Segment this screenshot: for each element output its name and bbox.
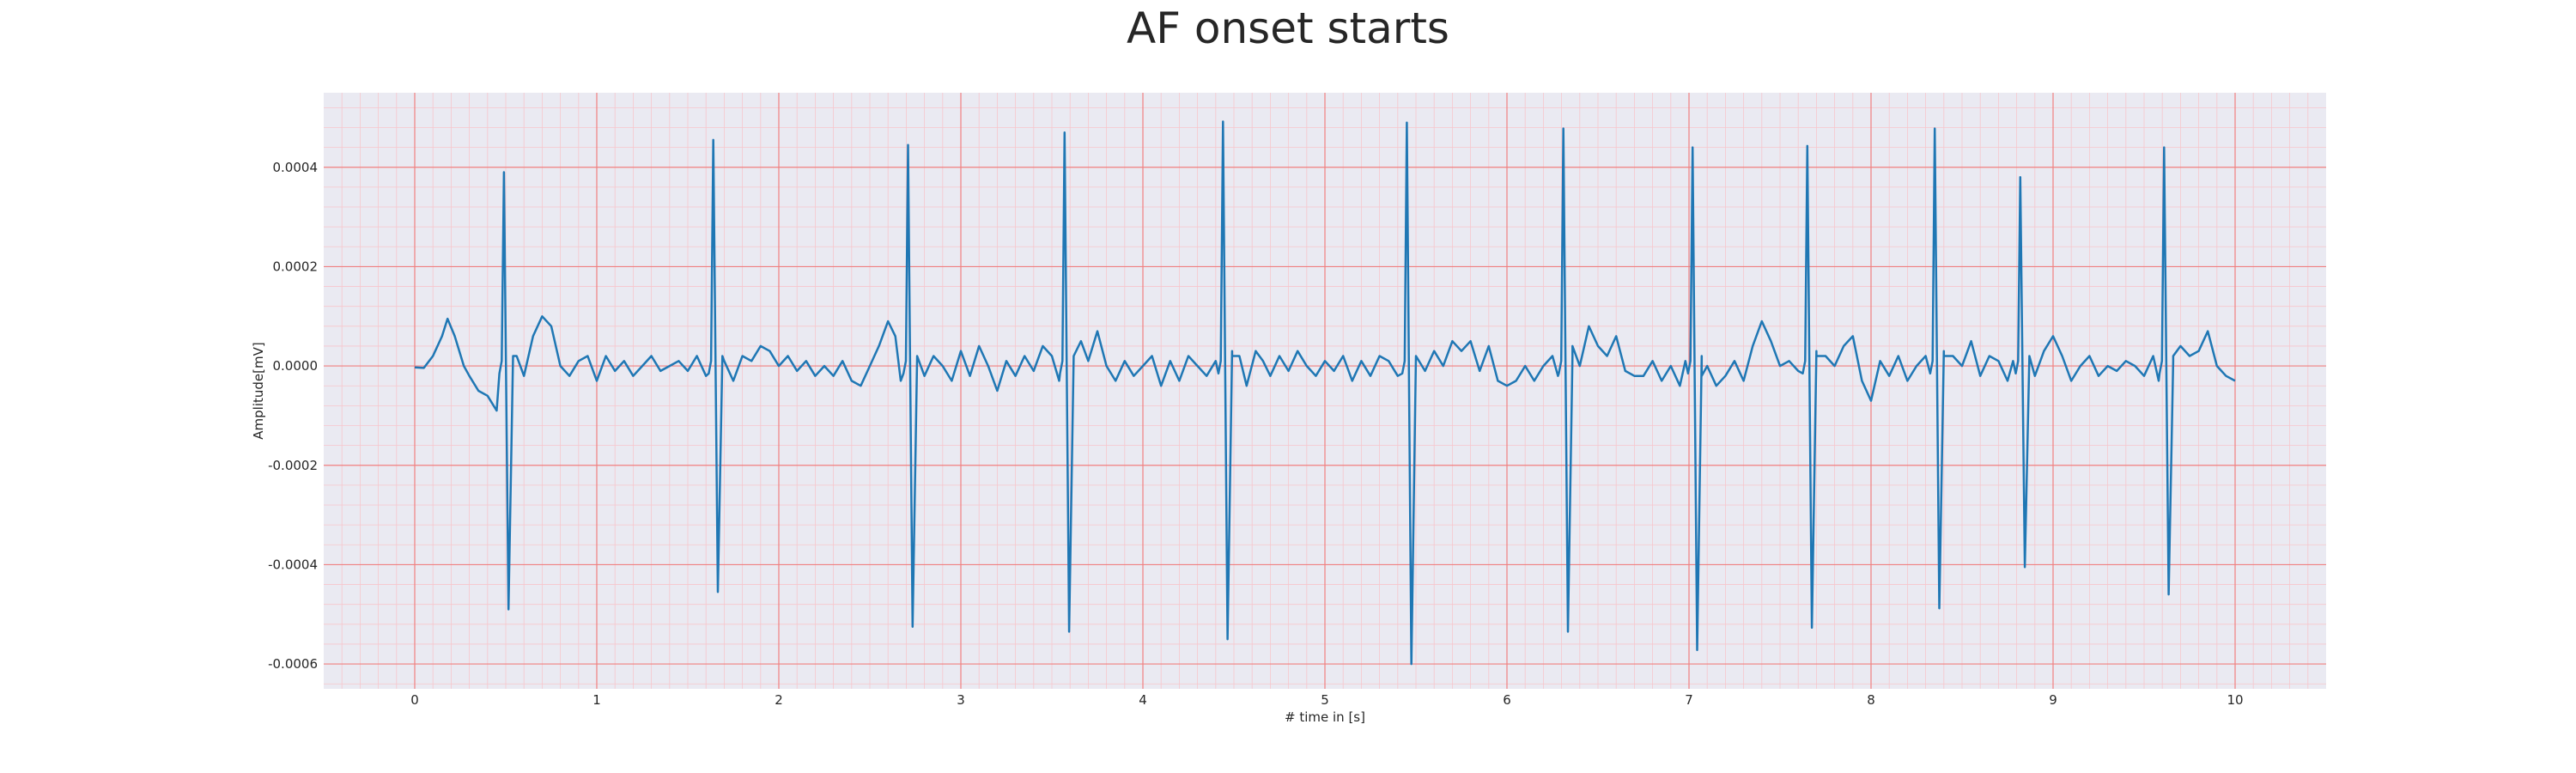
x-tick-label: 9 (2049, 692, 2057, 708)
x-axis-label: # time in [s] (1285, 709, 1365, 725)
x-tick-label: 7 (1685, 692, 1693, 708)
chart-title: AF onset starts (1127, 3, 1449, 53)
x-tick-label: 8 (1867, 692, 1875, 708)
x-tick-label: 2 (775, 692, 783, 708)
y-tick-label: -0.0002 (268, 458, 318, 473)
y-axis-label: Amplitude[mV] (251, 342, 266, 439)
y-tick-label: 0.0002 (273, 259, 319, 274)
x-tick-labels: 0 1 2 3 4 5 6 7 8 9 10 (410, 692, 2243, 708)
x-tick-label: 5 (1321, 692, 1329, 708)
y-tick-label: 0.0004 (273, 160, 319, 175)
y-tick-labels: 0.0004 0.0002 0.0000 -0.0002 -0.0004 -0.0006 (268, 160, 318, 672)
x-tick-label: 6 (1503, 692, 1511, 708)
x-tick-label: 3 (957, 692, 965, 708)
y-tick-label: -0.0006 (268, 656, 318, 672)
y-tick-label: 0.0000 (273, 358, 319, 374)
y-tick-label: -0.0004 (268, 557, 318, 572)
x-tick-label: 0 (410, 692, 419, 708)
x-tick-label: 10 (2227, 692, 2243, 708)
x-tick-label: 1 (592, 692, 601, 708)
ecg-trace-line (414, 120, 2236, 666)
x-tick-label: 4 (1139, 692, 1147, 708)
